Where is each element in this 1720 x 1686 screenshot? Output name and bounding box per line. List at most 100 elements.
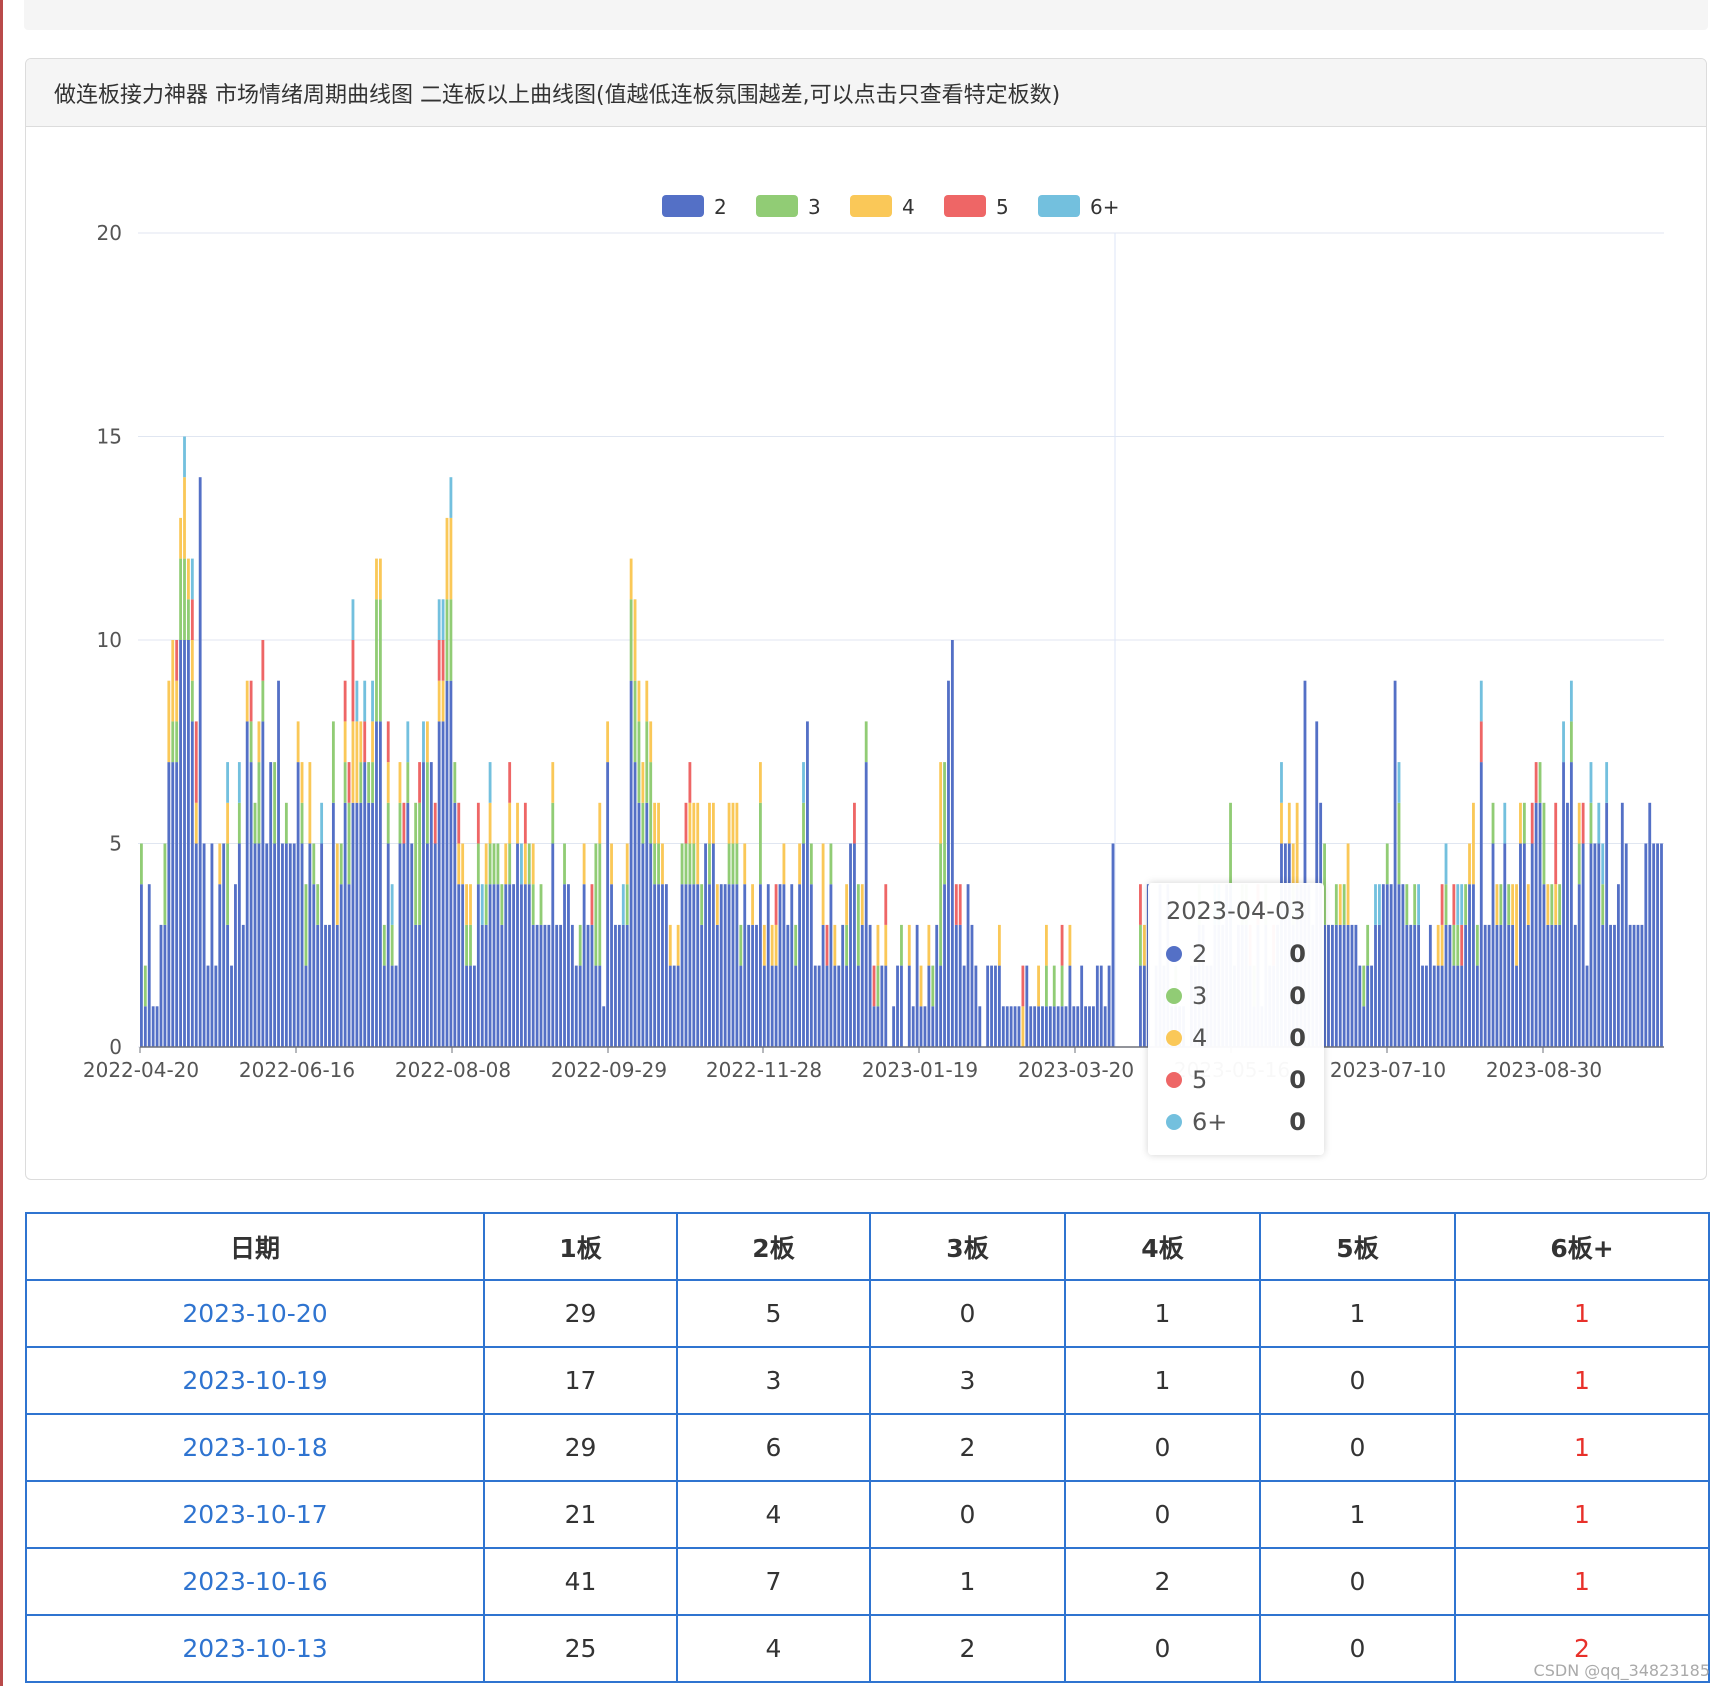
bar-segment-2[interactable] [778,884,782,1047]
bar-segment-4[interactable] [610,843,613,885]
bar-segment-2[interactable] [606,762,610,1047]
bar-segment-3[interactable] [708,843,711,885]
bar-segment-3[interactable] [465,924,468,966]
bar-segment-3[interactable] [476,843,480,885]
bar-segment-3[interactable] [312,843,316,885]
bar-segment-2[interactable] [371,802,374,1047]
bar-segment-2[interactable] [1323,924,1326,1047]
bar-segment-2[interactable] [1440,965,1444,1047]
bar-segment-4[interactable] [445,517,449,600]
bar-segment-4[interactable] [1287,802,1291,844]
bar-segment-2[interactable] [1397,884,1401,1047]
bar-segment-2[interactable] [978,1006,982,1047]
bar-segment-3[interactable] [657,843,660,885]
bar-segment-4[interactable] [743,843,747,885]
bar-segment-2[interactable] [1616,884,1620,1047]
bar-segment-3[interactable] [594,843,598,966]
bar-segment-4[interactable] [378,558,382,600]
bar-segment-3[interactable] [183,558,186,640]
bar-segment-2[interactable] [653,884,657,1047]
bar-segment-3[interactable] [453,762,457,803]
legend-label-6+[interactable]: 6+ [1090,195,1119,219]
bar-segment-2[interactable] [147,884,151,1047]
bar-segment-2[interactable] [563,884,566,1047]
bar-segment-3[interactable] [257,762,261,844]
bar-segment-2[interactable] [206,965,210,1047]
bar-segment-4[interactable] [257,721,261,763]
bar-segment-3[interactable] [794,924,798,966]
bar-segment-2[interactable] [308,843,312,1048]
bar-segment-3[interactable] [1542,802,1546,885]
bar-segment-2[interactable] [343,802,347,1047]
bar-segment-3[interactable] [331,721,335,803]
bar-segment-2[interactable] [273,843,277,1048]
bar-segment-6+[interactable] [441,599,445,640]
bar-segment-2[interactable] [351,802,355,1047]
bar-segment-6+[interactable] [1417,884,1421,925]
bar-segment-3[interactable] [578,924,582,966]
bar-segment-4[interactable] [1577,802,1581,844]
bar-segment-2[interactable] [684,884,688,1047]
bar-segment-3[interactable] [943,762,946,885]
bar-segment-3[interactable] [1589,802,1593,844]
legend-swatch-6+[interactable] [1038,195,1080,217]
bar-segment-2[interactable] [1029,1006,1033,1047]
bar-segment-4[interactable] [625,843,629,885]
bar-segment-3[interactable] [692,843,696,885]
date-link[interactable]: 2023-10-18 [25,1413,485,1482]
bar-segment-6+[interactable] [190,558,194,600]
bar-segment-2[interactable] [994,965,997,1047]
bar-segment-2[interactable] [292,843,296,1048]
bar-segment-2[interactable] [555,924,559,1047]
bar-segment-2[interactable] [1452,965,1456,1047]
bar-segment-2[interactable] [230,965,233,1047]
bar-segment-2[interactable] [457,884,461,1047]
bar-segment-2[interactable] [672,965,676,1047]
bar-segment-2[interactable] [774,965,778,1047]
bar-segment-6+[interactable] [437,599,441,640]
bar-segment-3[interactable] [253,802,257,844]
bar-segment-2[interactable] [1511,924,1515,1047]
bar-segment-2[interactable] [970,924,974,1047]
bar-segment-2[interactable] [1303,680,1307,1047]
bar-segment-4[interactable] [523,843,527,885]
bar-segment-4[interactable] [1472,802,1475,885]
bar-segment-2[interactable] [1005,1006,1009,1047]
bar-segment-2[interactable] [504,884,508,1047]
bar-segment-2[interactable] [1605,802,1609,1047]
bar-segment-2[interactable] [500,924,504,1047]
bar-segment-2[interactable] [218,884,222,1047]
bar-segment-2[interactable] [253,843,257,1048]
bar-segment-4[interactable] [175,680,179,722]
bar-segment-2[interactable] [802,843,805,1048]
bar-segment-2[interactable] [700,924,704,1047]
bar-segment-6+[interactable] [1378,884,1381,925]
bar-segment-5[interactable] [1534,762,1538,803]
bar-segment-2[interactable] [919,1006,923,1047]
bar-segment-2[interactable] [382,965,386,1047]
bar-segment-2[interactable] [1597,843,1601,1048]
bar-segment-5[interactable] [457,802,461,844]
bar-segment-4[interactable] [296,721,300,763]
bar-segment-2[interactable] [1644,843,1648,1048]
bar-segment-2[interactable] [892,1006,896,1047]
bar-segment-2[interactable] [1475,965,1479,1047]
bar-segment-4[interactable] [1295,802,1299,885]
bar-segment-6+[interactable] [1597,802,1601,844]
bar-segment-3[interactable] [1601,884,1605,925]
bar-segment-2[interactable] [907,965,911,1047]
bar-segment-4[interactable] [194,802,198,844]
bar-segment-2[interactable] [512,884,516,1047]
bar-segment-2[interactable] [837,965,841,1047]
bar-segment-2[interactable] [249,762,253,1047]
bar-segment-5[interactable] [1479,721,1483,763]
bar-segment-2[interactable] [394,965,398,1047]
bar-segment-2[interactable] [739,965,743,1047]
bar-segment-2[interactable] [794,965,798,1047]
bar-segment-2[interactable] [523,884,527,1047]
bar-segment-3[interactable] [700,884,704,925]
bar-segment-2[interactable] [461,884,465,1047]
bar-segment-5[interactable] [1139,884,1142,925]
bar-segment-3[interactable] [386,802,390,844]
bar-segment-4[interactable] [171,640,175,722]
